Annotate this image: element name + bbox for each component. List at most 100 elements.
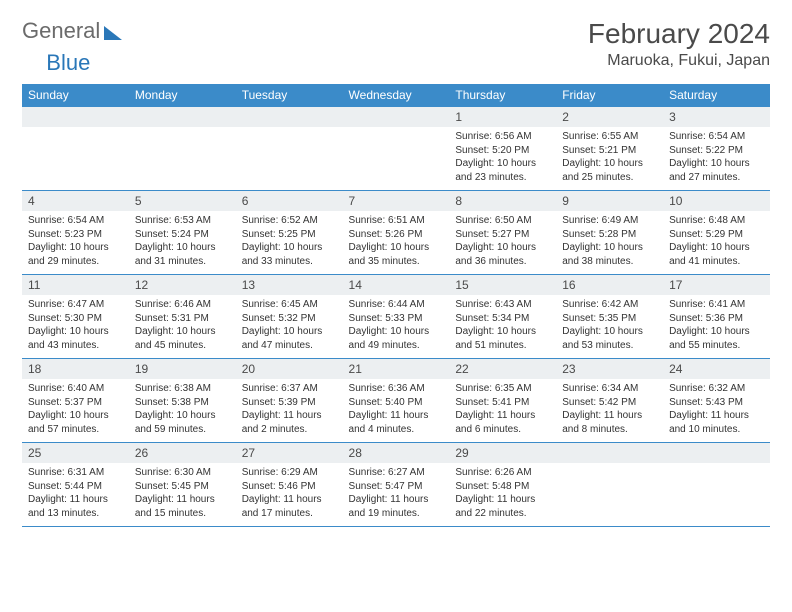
day-number: 5	[129, 191, 236, 211]
month-title: February 2024	[588, 18, 770, 50]
empty-cell	[236, 107, 343, 191]
day-number: 3	[663, 107, 770, 127]
day-details: Sunrise: 6:30 AMSunset: 5:45 PMDaylight:…	[129, 463, 236, 526]
empty-cell	[663, 443, 770, 527]
day-cell: 27Sunrise: 6:29 AMSunset: 5:46 PMDayligh…	[236, 443, 343, 527]
day-details: Sunrise: 6:36 AMSunset: 5:40 PMDaylight:…	[343, 379, 450, 442]
week-row: 4Sunrise: 6:54 AMSunset: 5:23 PMDaylight…	[22, 191, 770, 275]
day-header: Thursday	[449, 84, 556, 107]
day-details: Sunrise: 6:44 AMSunset: 5:33 PMDaylight:…	[343, 295, 450, 358]
week-row: 18Sunrise: 6:40 AMSunset: 5:37 PMDayligh…	[22, 359, 770, 443]
day-cell: 11Sunrise: 6:47 AMSunset: 5:30 PMDayligh…	[22, 275, 129, 359]
empty-cell	[22, 107, 129, 191]
day-details: Sunrise: 6:52 AMSunset: 5:25 PMDaylight:…	[236, 211, 343, 274]
day-details: Sunrise: 6:37 AMSunset: 5:39 PMDaylight:…	[236, 379, 343, 442]
brand-part2-wrap: GeneralBlue	[22, 50, 770, 76]
day-cell: 5Sunrise: 6:53 AMSunset: 5:24 PMDaylight…	[129, 191, 236, 275]
day-header: Tuesday	[236, 84, 343, 107]
day-cell: 16Sunrise: 6:42 AMSunset: 5:35 PMDayligh…	[556, 275, 663, 359]
day-number: 12	[129, 275, 236, 295]
day-number: 27	[236, 443, 343, 463]
day-cell: 20Sunrise: 6:37 AMSunset: 5:39 PMDayligh…	[236, 359, 343, 443]
day-number: 29	[449, 443, 556, 463]
calendar-body: 1Sunrise: 6:56 AMSunset: 5:20 PMDaylight…	[22, 107, 770, 527]
day-number: 10	[663, 191, 770, 211]
day-number: 16	[556, 275, 663, 295]
day-details: Sunrise: 6:56 AMSunset: 5:20 PMDaylight:…	[449, 127, 556, 190]
brand-part1: General	[22, 18, 100, 44]
day-details: Sunrise: 6:55 AMSunset: 5:21 PMDaylight:…	[556, 127, 663, 190]
day-number: 22	[449, 359, 556, 379]
day-details: Sunrise: 6:47 AMSunset: 5:30 PMDaylight:…	[22, 295, 129, 358]
day-cell: 15Sunrise: 6:43 AMSunset: 5:34 PMDayligh…	[449, 275, 556, 359]
day-number: 4	[22, 191, 129, 211]
day-details: Sunrise: 6:34 AMSunset: 5:42 PMDaylight:…	[556, 379, 663, 442]
day-number: 24	[663, 359, 770, 379]
day-number: 8	[449, 191, 556, 211]
day-number: 21	[343, 359, 450, 379]
day-details: Sunrise: 6:41 AMSunset: 5:36 PMDaylight:…	[663, 295, 770, 358]
day-number: 17	[663, 275, 770, 295]
day-header: Monday	[129, 84, 236, 107]
day-number: 14	[343, 275, 450, 295]
week-row: 25Sunrise: 6:31 AMSunset: 5:44 PMDayligh…	[22, 443, 770, 527]
day-cell: 22Sunrise: 6:35 AMSunset: 5:41 PMDayligh…	[449, 359, 556, 443]
day-details: Sunrise: 6:46 AMSunset: 5:31 PMDaylight:…	[129, 295, 236, 358]
day-header: Sunday	[22, 84, 129, 107]
day-cell: 6Sunrise: 6:52 AMSunset: 5:25 PMDaylight…	[236, 191, 343, 275]
day-details: Sunrise: 6:43 AMSunset: 5:34 PMDaylight:…	[449, 295, 556, 358]
day-cell: 29Sunrise: 6:26 AMSunset: 5:48 PMDayligh…	[449, 443, 556, 527]
day-number: 25	[22, 443, 129, 463]
week-row: 11Sunrise: 6:47 AMSunset: 5:30 PMDayligh…	[22, 275, 770, 359]
day-header: Saturday	[663, 84, 770, 107]
day-number: 13	[236, 275, 343, 295]
day-details: Sunrise: 6:54 AMSunset: 5:23 PMDaylight:…	[22, 211, 129, 274]
day-cell: 21Sunrise: 6:36 AMSunset: 5:40 PMDayligh…	[343, 359, 450, 443]
day-details: Sunrise: 6:40 AMSunset: 5:37 PMDaylight:…	[22, 379, 129, 442]
day-number: 26	[129, 443, 236, 463]
empty-cell	[343, 107, 450, 191]
day-number: 6	[236, 191, 343, 211]
day-number: 15	[449, 275, 556, 295]
day-header: Wednesday	[343, 84, 450, 107]
day-number: 19	[129, 359, 236, 379]
day-cell: 19Sunrise: 6:38 AMSunset: 5:38 PMDayligh…	[129, 359, 236, 443]
day-cell: 28Sunrise: 6:27 AMSunset: 5:47 PMDayligh…	[343, 443, 450, 527]
day-number: 18	[22, 359, 129, 379]
day-details: Sunrise: 6:49 AMSunset: 5:28 PMDaylight:…	[556, 211, 663, 274]
day-number: 11	[22, 275, 129, 295]
day-cell: 7Sunrise: 6:51 AMSunset: 5:26 PMDaylight…	[343, 191, 450, 275]
day-number: 9	[556, 191, 663, 211]
day-cell: 17Sunrise: 6:41 AMSunset: 5:36 PMDayligh…	[663, 275, 770, 359]
brand-triangle-icon	[104, 26, 122, 40]
calendar-table: SundayMondayTuesdayWednesdayThursdayFrid…	[22, 84, 770, 527]
day-details: Sunrise: 6:32 AMSunset: 5:43 PMDaylight:…	[663, 379, 770, 442]
day-cell: 4Sunrise: 6:54 AMSunset: 5:23 PMDaylight…	[22, 191, 129, 275]
day-number: 2	[556, 107, 663, 127]
day-number: 28	[343, 443, 450, 463]
day-header: Friday	[556, 84, 663, 107]
day-cell: 13Sunrise: 6:45 AMSunset: 5:32 PMDayligh…	[236, 275, 343, 359]
day-details: Sunrise: 6:26 AMSunset: 5:48 PMDaylight:…	[449, 463, 556, 526]
day-cell: 18Sunrise: 6:40 AMSunset: 5:37 PMDayligh…	[22, 359, 129, 443]
day-cell: 10Sunrise: 6:48 AMSunset: 5:29 PMDayligh…	[663, 191, 770, 275]
day-header-row: SundayMondayTuesdayWednesdayThursdayFrid…	[22, 84, 770, 107]
week-row: 1Sunrise: 6:56 AMSunset: 5:20 PMDaylight…	[22, 107, 770, 191]
day-cell: 14Sunrise: 6:44 AMSunset: 5:33 PMDayligh…	[343, 275, 450, 359]
day-details: Sunrise: 6:50 AMSunset: 5:27 PMDaylight:…	[449, 211, 556, 274]
empty-cell	[129, 107, 236, 191]
day-number: 20	[236, 359, 343, 379]
day-details: Sunrise: 6:51 AMSunset: 5:26 PMDaylight:…	[343, 211, 450, 274]
day-cell: 2Sunrise: 6:55 AMSunset: 5:21 PMDaylight…	[556, 107, 663, 191]
brand-logo: General	[22, 18, 124, 44]
day-details: Sunrise: 6:38 AMSunset: 5:38 PMDaylight:…	[129, 379, 236, 442]
day-details: Sunrise: 6:31 AMSunset: 5:44 PMDaylight:…	[22, 463, 129, 526]
day-number: 7	[343, 191, 450, 211]
day-cell: 23Sunrise: 6:34 AMSunset: 5:42 PMDayligh…	[556, 359, 663, 443]
day-cell: 24Sunrise: 6:32 AMSunset: 5:43 PMDayligh…	[663, 359, 770, 443]
day-details: Sunrise: 6:54 AMSunset: 5:22 PMDaylight:…	[663, 127, 770, 190]
day-details: Sunrise: 6:45 AMSunset: 5:32 PMDaylight:…	[236, 295, 343, 358]
day-details: Sunrise: 6:48 AMSunset: 5:29 PMDaylight:…	[663, 211, 770, 274]
day-cell: 9Sunrise: 6:49 AMSunset: 5:28 PMDaylight…	[556, 191, 663, 275]
empty-cell	[556, 443, 663, 527]
